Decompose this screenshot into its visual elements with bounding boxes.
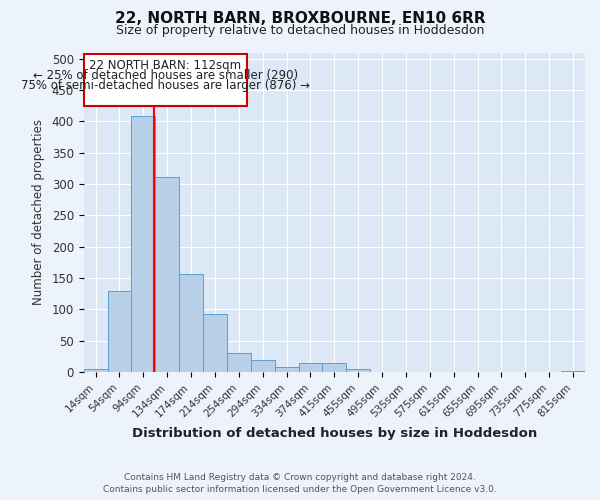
Bar bbox=[155, 176, 179, 372]
Text: Size of property relative to detached houses in Hoddesdon: Size of property relative to detached ho… bbox=[116, 24, 484, 37]
Bar bbox=[107, 290, 131, 372]
X-axis label: Distribution of detached houses by size in Hoddesdon: Distribution of detached houses by size … bbox=[132, 427, 537, 440]
FancyBboxPatch shape bbox=[83, 54, 247, 106]
Bar bbox=[251, 360, 275, 372]
Text: 22, NORTH BARN, BROXBOURNE, EN10 6RR: 22, NORTH BARN, BROXBOURNE, EN10 6RR bbox=[115, 11, 485, 26]
Text: 22 NORTH BARN: 112sqm: 22 NORTH BARN: 112sqm bbox=[89, 59, 241, 72]
Bar bbox=[561, 371, 585, 372]
Bar bbox=[275, 367, 299, 372]
Bar bbox=[131, 116, 155, 372]
Bar bbox=[322, 362, 346, 372]
Bar bbox=[179, 274, 203, 372]
Text: Contains HM Land Registry data © Crown copyright and database right 2024.
Contai: Contains HM Land Registry data © Crown c… bbox=[103, 472, 497, 494]
Bar bbox=[299, 362, 322, 372]
Bar bbox=[227, 354, 251, 372]
Text: 75% of semi-detached houses are larger (876) →: 75% of semi-detached houses are larger (… bbox=[21, 79, 310, 92]
Bar bbox=[83, 369, 107, 372]
Text: ← 25% of detached houses are smaller (290): ← 25% of detached houses are smaller (29… bbox=[33, 69, 298, 82]
Y-axis label: Number of detached properties: Number of detached properties bbox=[32, 120, 45, 306]
Bar bbox=[346, 369, 370, 372]
Bar bbox=[203, 314, 227, 372]
